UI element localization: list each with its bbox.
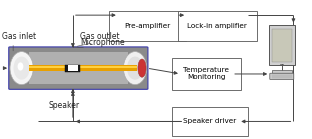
- Text: Microphone: Microphone: [80, 38, 124, 47]
- Text: Gas inlet: Gas inlet: [2, 32, 37, 41]
- Ellipse shape: [127, 57, 143, 80]
- Ellipse shape: [124, 52, 147, 85]
- FancyBboxPatch shape: [269, 25, 295, 64]
- Ellipse shape: [10, 52, 33, 85]
- Ellipse shape: [13, 57, 30, 80]
- Bar: [29, 52, 128, 84]
- Ellipse shape: [138, 59, 146, 77]
- Text: Speaker driver: Speaker driver: [183, 118, 236, 124]
- Text: Gas outlet: Gas outlet: [80, 32, 119, 41]
- FancyBboxPatch shape: [270, 73, 294, 80]
- Text: Speaker: Speaker: [49, 101, 80, 110]
- Text: Lock-in amplifier: Lock-in amplifier: [188, 23, 247, 29]
- Bar: [29, 65, 137, 71]
- Bar: [272, 29, 292, 62]
- FancyBboxPatch shape: [110, 11, 186, 41]
- Ellipse shape: [17, 62, 23, 71]
- Bar: [66, 65, 80, 72]
- Bar: [68, 65, 78, 71]
- Bar: [272, 70, 292, 73]
- FancyBboxPatch shape: [9, 47, 148, 89]
- FancyBboxPatch shape: [172, 107, 248, 136]
- Bar: [29, 66, 137, 68]
- FancyBboxPatch shape: [172, 58, 241, 90]
- Text: Pre-amplifier: Pre-amplifier: [124, 23, 171, 29]
- FancyBboxPatch shape: [178, 11, 257, 41]
- Text: Temperature
Monitoring: Temperature Monitoring: [183, 67, 229, 80]
